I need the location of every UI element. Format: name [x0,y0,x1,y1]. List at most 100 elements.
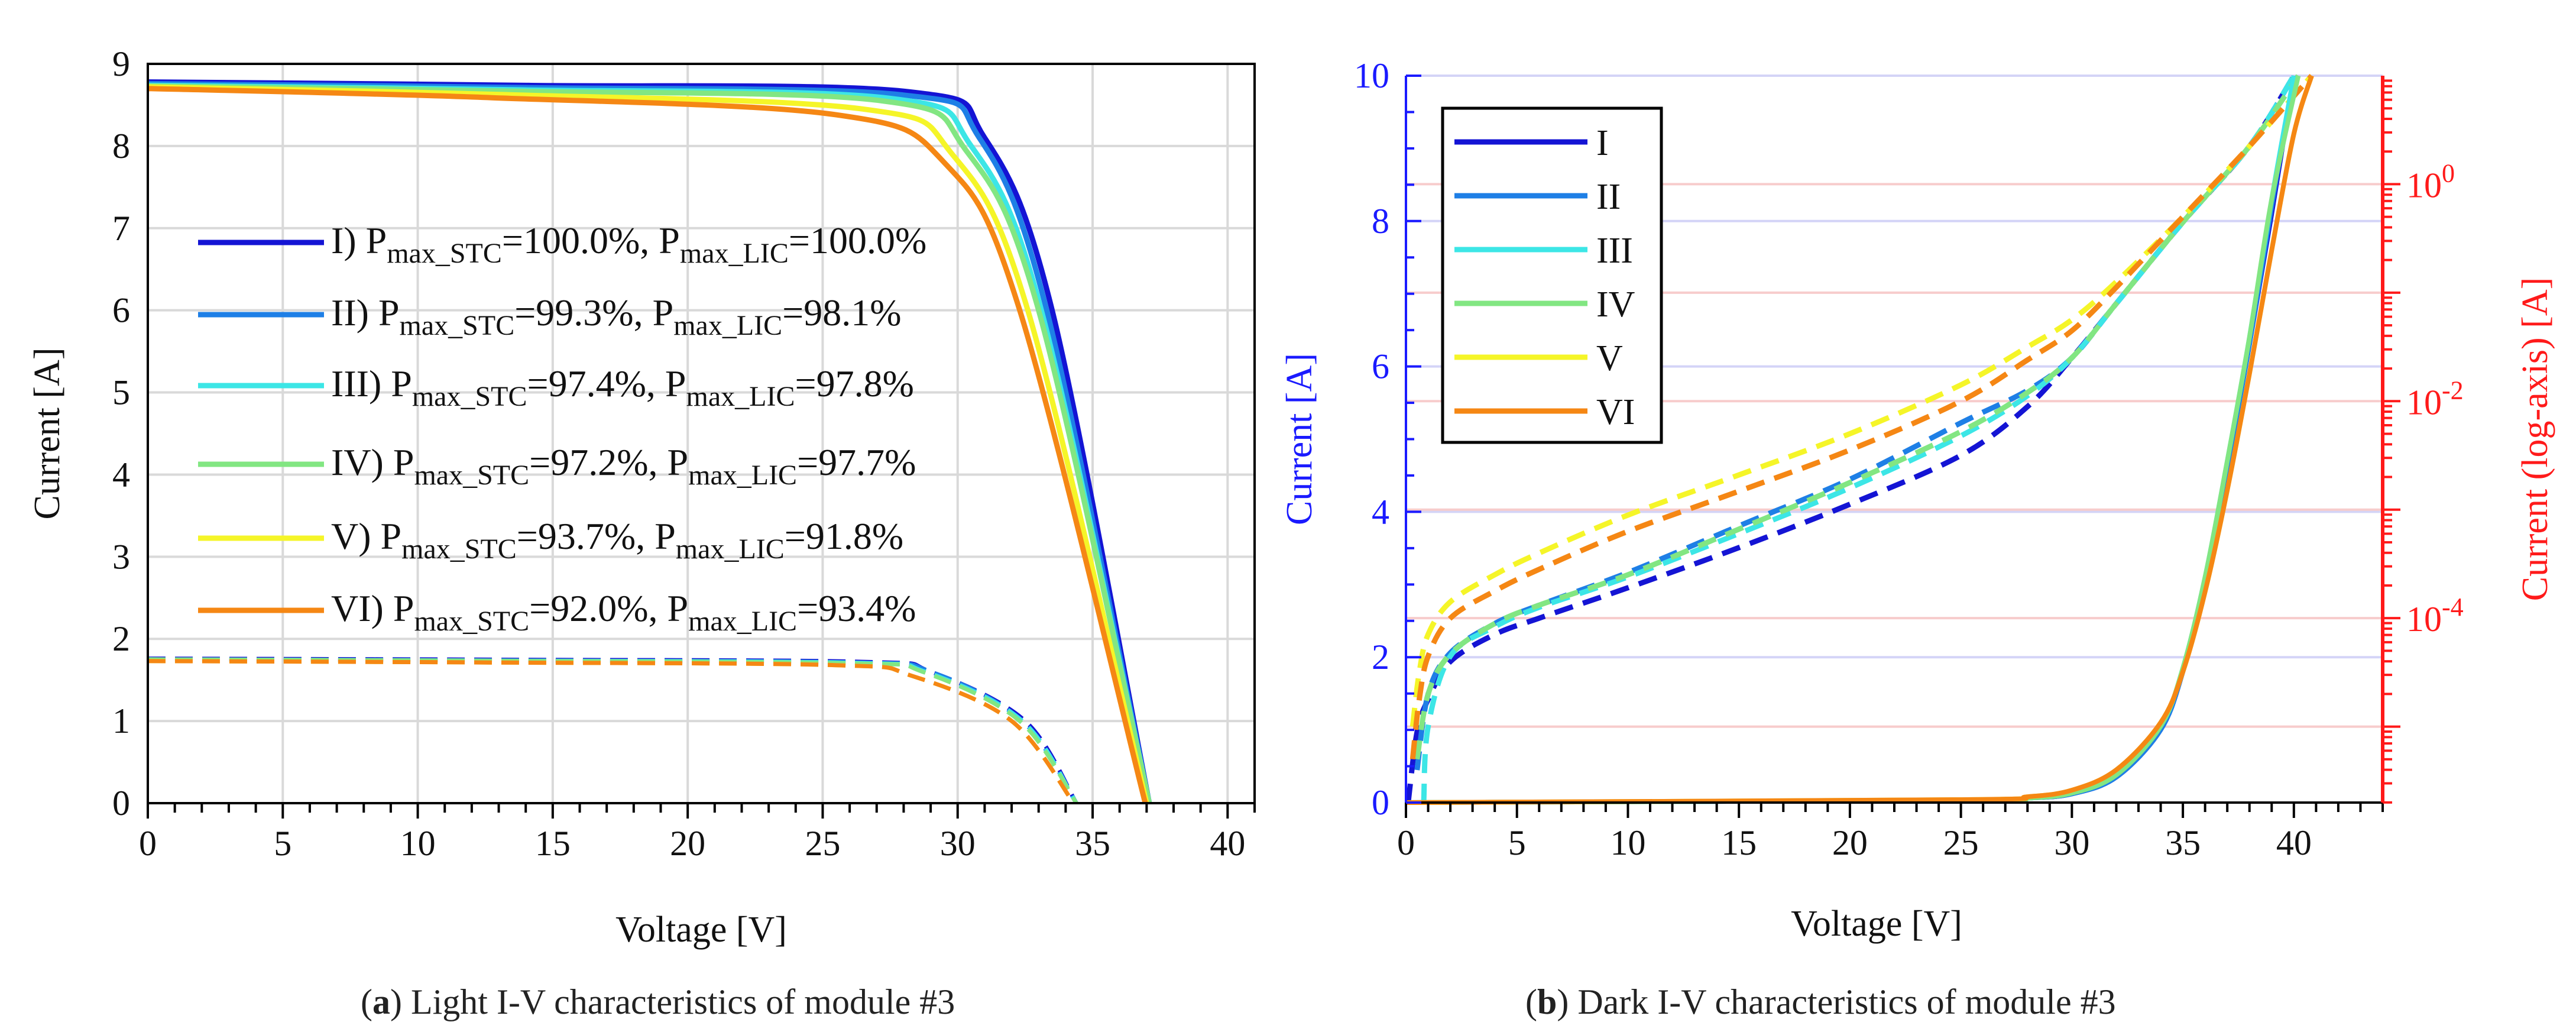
light-legend-label-VI: VI) Pmax_STC=92.0%, Pmax_LIC=93.4% [331,587,916,637]
light-curves [147,79,1152,805]
light-y-tick-label: 1 [112,701,130,740]
light-legend-text-part: V) P [331,515,401,557]
light-y-tick-label: 3 [112,537,130,576]
light-legend-label-IV: IV) Pmax_STC=97.2%, Pmax_LIC=97.7% [331,441,916,491]
light-legend-text-part: VI) P [331,587,414,629]
light-y-tick-label: 0 [112,784,130,823]
light-x-tick-label: 40 [1210,824,1245,863]
dark-log-curve-V [1409,74,2314,727]
light-legend-text-part: max_LIC [676,533,785,565]
light-legend-text-part: =99.3%, P [514,292,673,334]
light-legend-label-III: III) Pmax_STC=97.4%, Pmax_LIC=97.8% [331,363,914,412]
dark-legend-label-VI: VI [1596,392,1635,432]
light-legend-text-part: III) P [331,363,412,405]
light-legend-text-part: =97.4%, P [527,363,686,405]
light-stc-curve-IV [147,83,1152,804]
light-legend-text-part: max_STC [412,381,527,412]
dark-x-tick-label: 15 [1721,823,1757,862]
light-x-tick-label: 25 [805,824,840,863]
light-legend-text-part: =91.8% [785,515,903,557]
light-y-axis-label: Current [A] [27,348,67,520]
dark-x-tick-label: 30 [2054,823,2089,862]
dark-y2-tick-base: 10 [2406,383,2442,422]
dark-curves [1405,74,2314,805]
light-legend-label-II: II) Pmax_STC=99.3%, Pmax_LIC=98.1% [331,292,902,341]
light-legend: I) Pmax_STC=100.0%, Pmax_LIC=100.0%II) P… [198,219,926,637]
light-legend-label-V: V) Pmax_STC=93.7%, Pmax_LIC=91.8% [331,515,903,565]
light-legend-text-part: max_STC [414,606,529,637]
light-legend-text-part: max_LIC [686,381,795,412]
dark-x-tick-label: 5 [1508,823,1526,862]
light-x-axis-label: Voltage [V] [615,910,787,950]
dark-x-tick-label: 10 [1610,823,1645,862]
dark-log-curve-VI [1409,74,2314,760]
light-lic-curve-II [147,657,1078,804]
dark-y-tick-label: 4 [1372,492,1389,531]
light-legend-text-part: =100.0% [789,219,926,261]
dark-x-tick-label: 40 [2276,823,2312,862]
light-legend-text-part: II) P [331,292,400,334]
light-grid [147,63,1255,804]
light-legend-text-part: =98.1% [782,292,901,334]
dark-y-tick-label: 6 [1372,347,1389,386]
dark-y2-tick-exp: -4 [2442,593,2464,622]
light-x-tick-label: 35 [1075,824,1110,863]
dark-y-axis-label: Current [A] [1279,353,1320,525]
caption-b-label: b [1537,982,1557,1021]
dark-y2-tick-label: 10-2 [2406,376,2464,422]
light-legend-text-part: max_LIC [680,238,789,269]
light-y-tick-label: 5 [112,373,130,412]
dark-log-curve-IV [1414,74,2301,760]
dark-legend-label-I: I [1596,123,1609,163]
dark-y2-tick-label: 100 [2406,159,2455,205]
dark-y-tick-label: 8 [1372,202,1389,241]
light-legend-text-part: max_STC [401,533,517,565]
light-legend-text-part: =97.8% [795,363,913,405]
light-lic-curve-III [147,657,1078,804]
dark-x-tick-label: 35 [2165,823,2201,862]
dark-y2-axis-label: Current (log-axis) [A] [2515,277,2555,601]
light-y-tick-label: 8 [112,127,130,166]
light-x-tick-label: 5 [274,824,291,863]
dark-y2-tick-exp: -2 [2442,376,2464,405]
dark-y2-tick-exp: 0 [2442,159,2455,187]
light-legend-text-part: max_LIC [673,310,782,341]
light-x-tick-label: 0 [139,824,157,863]
dark-x-axis-label: Voltage [V] [1791,904,1962,944]
light-legend-text-part: max_STC [387,238,502,269]
light-lic-curve-IV [147,657,1078,804]
light-stc-curve-VI [147,86,1148,804]
light-x-tick-label: 20 [670,824,705,863]
dark-x-tick-label: 25 [1943,823,1979,862]
dark-y2-tick-base: 10 [2406,600,2442,639]
light-x-tick-label: 30 [940,824,976,863]
light-stc-curve-V [147,84,1149,804]
light-axis-ticks: 0 5 10 15 20 25 30 35 40 0 1 2 3 4 5 6 7 8 9 [112,44,1256,863]
dark-legend-label-IV: IV [1596,284,1635,325]
dark-y-tick-label: 10 [1354,56,1389,95]
light-legend-text-part: =97.7% [797,441,916,483]
dark-legend-label-II: II [1596,177,1621,217]
light-lic-curve-I [147,656,1078,804]
light-y-tick-label: 2 [112,619,130,658]
light-legend-text-part: max_LIC [688,606,797,637]
light-y-tick-label: 4 [112,455,130,494]
light-legend-text-part: max_STC [400,310,515,341]
dark-y2-tick-base: 10 [2406,166,2442,205]
dark-x-tick-label: 0 [1397,823,1415,862]
light-legend-text-part: max_STC [414,460,529,491]
light-legend-label-I: I) Pmax_STC=100.0%, Pmax_LIC=100.0% [331,219,926,269]
caption-a: (a) Light I-V characteristics of module … [361,982,955,1021]
dark-legend-box [1441,106,1663,444]
light-legend-text-part: I) P [331,219,387,261]
light-legend-text-part: max_LIC [688,460,797,491]
dark-y2-tick-label: 10-4 [2406,593,2464,639]
light-lic-curve-VI [147,659,1075,805]
light-legend-text-part: =97.2%, P [529,441,688,483]
light-y-tick-label: 9 [112,44,130,83]
caption-b-text: Dark I-V characteristics of module #3 [1577,982,2116,1021]
